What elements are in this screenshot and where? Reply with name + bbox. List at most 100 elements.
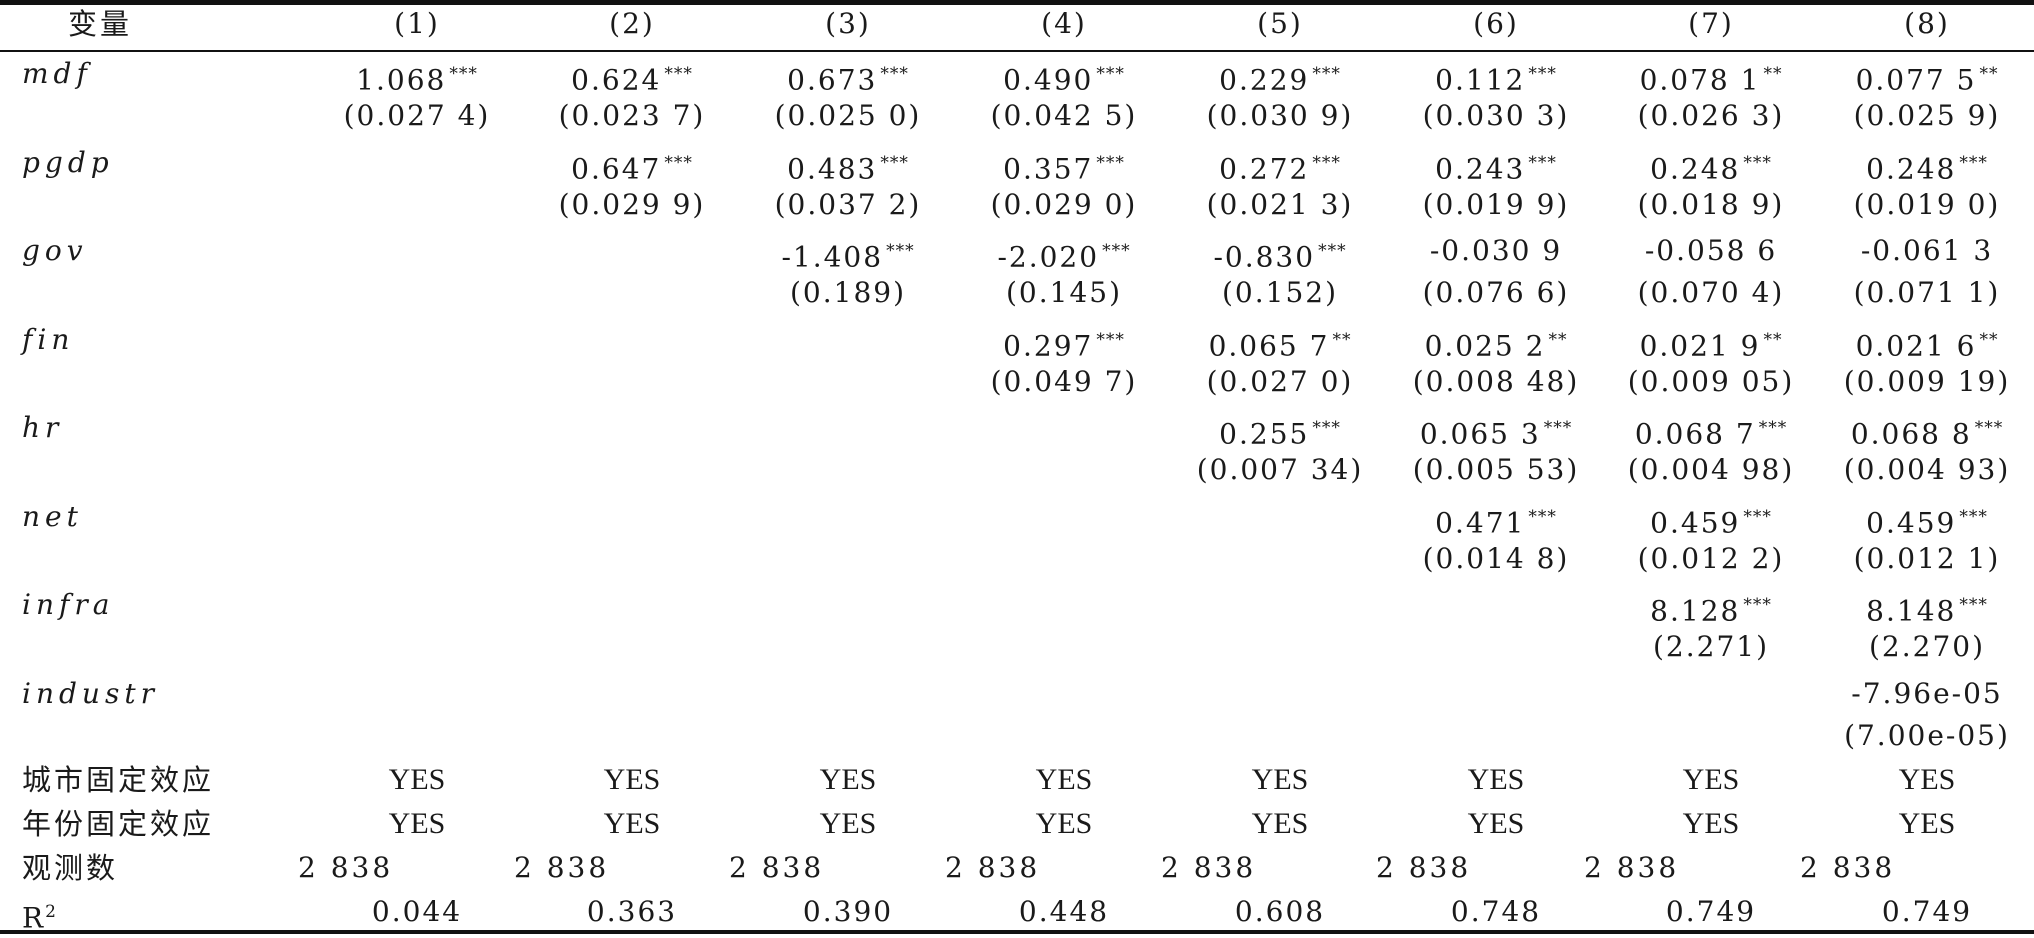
observations-label: 观测数 bbox=[22, 851, 119, 885]
coefficient-cell: 1.068 *** bbox=[356, 54, 478, 100]
significance-stars: *** bbox=[1743, 595, 1772, 615]
coefficient-cell: 0.248 *** bbox=[1650, 143, 1772, 189]
coefficient-value: 0.624 bbox=[571, 63, 662, 97]
significance-stars: *** bbox=[1959, 506, 1988, 527]
standard-error-cell: (0.145) bbox=[1005, 276, 1123, 309]
coefficient-value: 8.148 bbox=[1866, 594, 1957, 628]
standard-error-cell: (0.009 19) bbox=[1843, 364, 2011, 398]
year_fe-value: YES bbox=[1467, 807, 1525, 840]
significance-stars: *** bbox=[1528, 506, 1557, 527]
standard-error-cell: (0.152) bbox=[1221, 276, 1339, 309]
standard-error-cell: (0.029 9) bbox=[558, 187, 706, 221]
bottom-rule bbox=[0, 930, 2034, 934]
standard-error-cell: (0.037 2) bbox=[774, 187, 922, 221]
standard-error-cell: (0.025 0) bbox=[774, 99, 922, 132]
column-header: (2) bbox=[609, 7, 655, 40]
coefficient-value: 0.229 bbox=[1219, 63, 1310, 97]
coefficient-value: -0.061 3 bbox=[1860, 234, 1994, 267]
standard-error-cell: (0.026 3) bbox=[1637, 99, 1785, 132]
column-header: (7) bbox=[1688, 7, 1734, 40]
coefficient-cell: -0.030 9 bbox=[1430, 231, 1562, 271]
coefficient-value: 0.021 9 bbox=[1639, 328, 1761, 362]
significance-stars: *** bbox=[1318, 241, 1347, 261]
coefficient-value: 0.647 bbox=[571, 151, 662, 185]
standard-error-cell: (0.007 34) bbox=[1196, 453, 1364, 486]
significance-stars: *** bbox=[1096, 152, 1125, 173]
standard-error-cell: (0.012 2) bbox=[1637, 541, 1785, 575]
city_fe-value: YES bbox=[1035, 763, 1093, 796]
significance-stars: *** bbox=[1312, 64, 1341, 84]
significance-stars: ** bbox=[1763, 329, 1783, 350]
r-squared-value: 0.448 bbox=[1018, 895, 1110, 928]
significance-stars: *** bbox=[1959, 152, 1988, 173]
standard-error-cell: (2.270) bbox=[1868, 630, 1986, 663]
column-header: (3) bbox=[825, 7, 871, 40]
standard-error-cell: (0.009 05) bbox=[1627, 364, 1795, 398]
coefficient-value: 0.248 bbox=[1650, 151, 1741, 185]
standard-error-cell: (0.004 93) bbox=[1843, 453, 2011, 486]
coefficient-cell: -1.408 *** bbox=[781, 231, 914, 277]
significance-stars: ** bbox=[1979, 64, 1999, 84]
year_fe-value: YES bbox=[603, 807, 661, 840]
standard-error-cell: (0.014 8) bbox=[1422, 541, 1570, 575]
standard-error-cell: (0.076 6) bbox=[1422, 276, 1570, 309]
variable-name: infra bbox=[22, 588, 115, 621]
standard-error-cell: (0.021 3) bbox=[1206, 187, 1354, 221]
significance-stars: *** bbox=[1096, 64, 1125, 84]
coefficient-value: 0.112 bbox=[1435, 63, 1526, 97]
coefficient-cell: 0.255 *** bbox=[1219, 408, 1341, 454]
standard-error-cell: (0.019 9) bbox=[1422, 187, 1570, 221]
coefficient-cell: 0.065 3 *** bbox=[1420, 408, 1572, 454]
coefficient-cell: 0.021 6 ** bbox=[1856, 320, 1999, 366]
coefficient-cell: 0.243 *** bbox=[1435, 143, 1557, 189]
observations-value: 2 838 bbox=[729, 851, 825, 884]
coefficient-cell: 8.128 *** bbox=[1650, 585, 1772, 631]
coefficient-cell: -0.061 3 bbox=[1861, 231, 1993, 271]
coefficient-cell: 0.483 *** bbox=[787, 143, 909, 189]
standard-error-cell: (0.042 5) bbox=[990, 99, 1138, 132]
coefficient-cell: -2.020 *** bbox=[997, 231, 1130, 277]
observations-value: 2 838 bbox=[1376, 851, 1472, 884]
header-rule bbox=[0, 50, 2034, 52]
coefficient-cell: 0.077 5 ** bbox=[1856, 54, 1999, 100]
observations-value: 2 838 bbox=[1800, 851, 1896, 884]
coefficient-cell: 0.459 *** bbox=[1866, 497, 1988, 543]
coefficient-value: 0.459 bbox=[1650, 505, 1741, 539]
column-header: (4) bbox=[1041, 7, 1087, 40]
significance-stars: *** bbox=[1528, 64, 1557, 84]
year_fe-value: YES bbox=[819, 807, 877, 840]
year_fe-value: YES bbox=[1898, 807, 1956, 840]
city_fe-value: YES bbox=[388, 763, 446, 796]
standard-error-cell: (0.005 53) bbox=[1412, 453, 1580, 486]
significance-stars: *** bbox=[1974, 418, 2004, 438]
coefficient-value: 0.248 bbox=[1866, 151, 1957, 185]
coefficient-value: -0.058 6 bbox=[1644, 234, 1778, 267]
coefficient-value: 0.490 bbox=[1003, 63, 1094, 97]
variable-name: hr bbox=[22, 411, 64, 444]
year_fe-label: 年份固定效应 bbox=[22, 807, 215, 841]
variable-name: mdf bbox=[22, 57, 92, 90]
observations-value: 2 838 bbox=[298, 851, 394, 884]
standard-error-cell: (0.027 4) bbox=[343, 99, 491, 132]
city_fe-value: YES bbox=[819, 763, 877, 796]
r-squared-value: 0.390 bbox=[802, 895, 894, 928]
significance-stars: ** bbox=[1548, 329, 1568, 350]
city_fe-label: 城市固定效应 bbox=[22, 763, 215, 797]
r-squared-letter: R bbox=[22, 901, 46, 935]
observations-value: 2 838 bbox=[945, 851, 1041, 884]
standard-error-cell: (0.004 98) bbox=[1627, 453, 1795, 486]
significance-stars: *** bbox=[449, 64, 478, 84]
coefficient-value: -7.96e-05 bbox=[1851, 676, 2003, 710]
standard-error-cell: (7.00e-05) bbox=[1844, 718, 2010, 752]
variable-name: net bbox=[22, 499, 83, 533]
significance-stars: *** bbox=[880, 152, 909, 173]
coefficient-value: 0.255 bbox=[1219, 417, 1310, 451]
coefficient-value: 0.297 bbox=[1003, 328, 1094, 362]
significance-stars: *** bbox=[886, 241, 915, 261]
significance-stars: *** bbox=[1102, 241, 1131, 261]
significance-stars: *** bbox=[1312, 152, 1341, 173]
significance-stars: *** bbox=[1312, 418, 1341, 438]
coefficient-cell: 0.112 *** bbox=[1435, 54, 1557, 100]
standard-error-cell: (0.019 0) bbox=[1853, 187, 2001, 221]
coefficient-cell: 0.229 *** bbox=[1219, 54, 1341, 100]
